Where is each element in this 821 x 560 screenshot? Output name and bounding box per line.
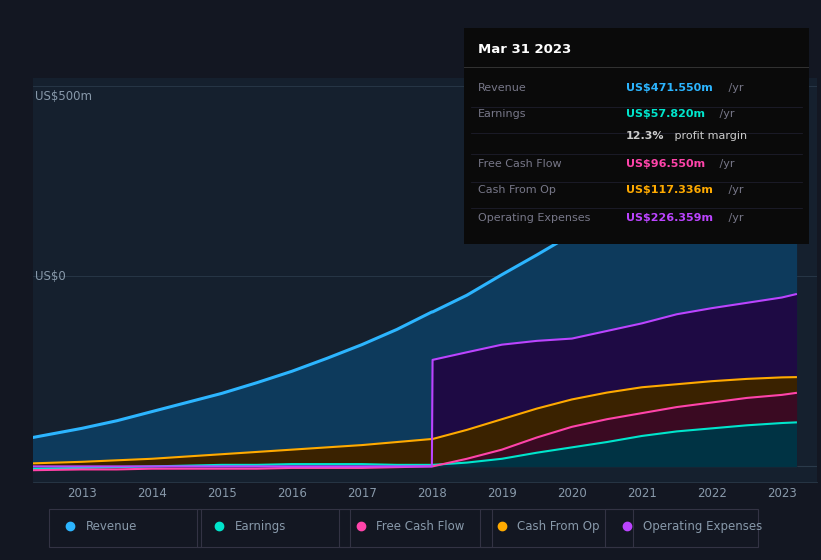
Text: Earnings: Earnings [235,520,287,533]
Text: 12.3%: 12.3% [626,131,664,141]
Text: US$471.550m: US$471.550m [626,83,713,94]
Text: Revenue: Revenue [86,520,138,533]
Text: profit margin: profit margin [671,131,747,141]
Text: US$96.550m: US$96.550m [626,159,705,169]
Text: US$0: US$0 [35,270,66,283]
Text: Earnings: Earnings [478,109,526,119]
Text: Revenue: Revenue [478,83,526,94]
Text: US$117.336m: US$117.336m [626,185,713,195]
Text: Operating Expenses: Operating Expenses [643,520,762,533]
Text: Cash From Op: Cash From Op [517,520,600,533]
Text: /yr: /yr [716,109,734,119]
Text: Free Cash Flow: Free Cash Flow [376,520,465,533]
Text: /yr: /yr [725,213,743,223]
Text: US$57.820m: US$57.820m [626,109,705,119]
Text: Operating Expenses: Operating Expenses [478,213,590,223]
Text: US$500m: US$500m [35,91,92,104]
Text: US$226.359m: US$226.359m [626,213,713,223]
Text: Mar 31 2023: Mar 31 2023 [478,43,571,56]
Text: Free Cash Flow: Free Cash Flow [478,159,562,169]
Text: Cash From Op: Cash From Op [478,185,556,195]
Text: /yr: /yr [716,159,734,169]
Text: /yr: /yr [725,185,743,195]
Text: /yr: /yr [725,83,743,94]
